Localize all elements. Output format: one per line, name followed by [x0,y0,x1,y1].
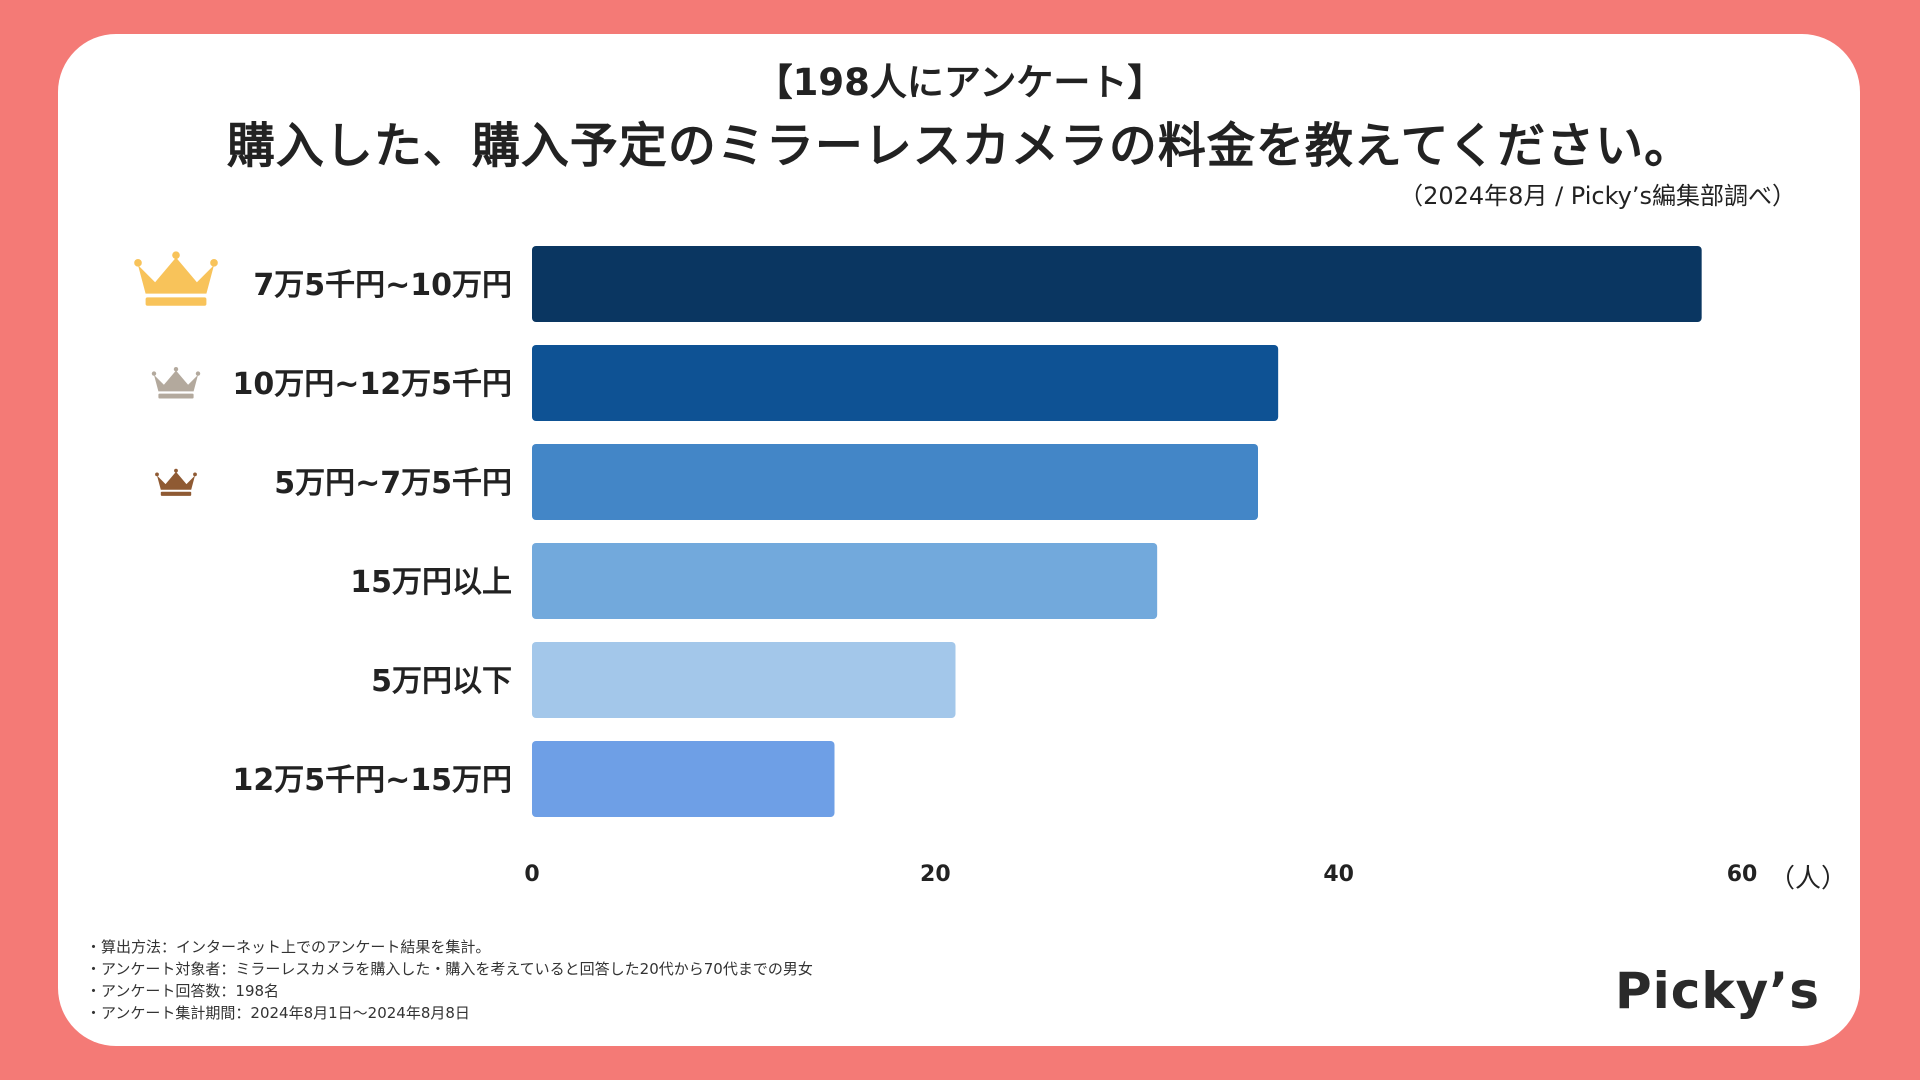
card-background [58,34,1860,1046]
bar-1 [532,246,1702,322]
x-tick-label-4: 60 [1727,862,1758,887]
category-label-4: 15万円以上 [350,565,512,600]
survey-notes: ・算出方法：インターネット上でのアンケート結果を集計。 ・アンケート対象者：ミラ… [86,936,813,1024]
category-label-2: 10万円~12万5千円 [232,367,512,402]
category-label-1: 7万5千円~10万円 [253,268,512,303]
bar-5 [532,642,956,718]
bronze-crown-icon [155,468,197,496]
category-label-5: 5万円以下 [371,664,512,699]
x-tick-label-1: 0 [524,862,539,887]
x-tick-label-2: 20 [920,862,951,887]
note-method: ・算出方法：インターネット上でのアンケート結果を集計。 [86,938,491,956]
note-target: ・アンケート対象者：ミラーレスカメラを購入した・購入を考えていると回答した20代… [86,960,813,978]
picky-logo: Picky’s [1615,962,1821,1020]
bar-6 [532,741,835,817]
x-tick-label-3: 40 [1323,862,1354,887]
source-note: （2024年8月 / Picky’s編集部調べ） [1399,182,1796,210]
category-label-3: 5万円~7万5千円 [274,466,512,501]
survey-label: 【198人にアンケート】 [755,61,1165,104]
x-axis-unit: （人） [1769,864,1847,894]
bar-2 [532,345,1279,421]
bar-4 [532,543,1158,619]
gold-crown-icon [134,251,218,306]
chart-title: 購入した、購入予定のミラーレスカメラの料金を教えてください。 [226,118,1694,174]
note-period: ・アンケート集計期間：2024年8月1日〜2024年8月8日 [86,1004,470,1022]
bar-3 [532,444,1258,520]
category-label-6: 12万5千円~15万円 [232,763,512,798]
note-count: ・アンケート回答数：198名 [86,982,280,1000]
silver-crown-icon [151,366,201,399]
